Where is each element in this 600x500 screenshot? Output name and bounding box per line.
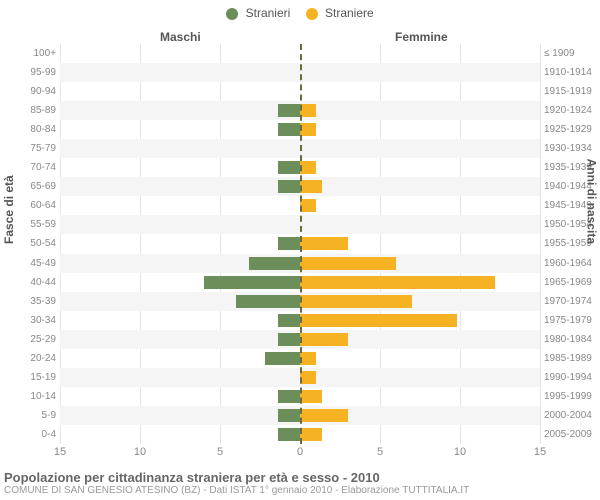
bar-female: [300, 199, 316, 212]
center-line: [300, 44, 302, 444]
bar-female: [300, 314, 457, 327]
x-tick-label: 5: [377, 446, 383, 458]
x-tick-label: 10: [454, 446, 466, 458]
bar-female: [300, 390, 322, 403]
y-label-birth: 1995-1999: [540, 387, 600, 406]
bar-male: [278, 180, 300, 193]
y-label-age: 85-89: [0, 101, 60, 120]
legend-swatch-male: [226, 8, 238, 20]
x-tick-label: 10: [134, 446, 146, 458]
bar-female: [300, 123, 316, 136]
column-header-female: Femmine: [395, 30, 448, 44]
y-label-age: 100+: [0, 44, 60, 63]
legend-label-female: Straniere: [325, 6, 374, 20]
bar-female: [300, 428, 322, 441]
y-label-birth: 1965-1969: [540, 273, 600, 292]
bar-male: [249, 257, 300, 270]
bar-female: [300, 161, 316, 174]
y-label-age: 5-9: [0, 406, 60, 425]
y-label-birth: 1925-1929: [540, 120, 600, 139]
y-label-age: 20-24: [0, 349, 60, 368]
bar-male: [265, 352, 300, 365]
bar-female: [300, 371, 316, 384]
y-label-birth: 1915-1919: [540, 82, 600, 101]
population-pyramid-chart: Stranieri Straniere Maschi Femmine 15 10 5…: [0, 0, 600, 500]
y-label-age: 45-49: [0, 254, 60, 273]
bar-female: [300, 237, 348, 250]
y-label-birth: 1975-1979: [540, 311, 600, 330]
bar-male: [204, 276, 300, 289]
y-label-age: 95-99: [0, 63, 60, 82]
legend: Stranieri Straniere: [0, 6, 600, 20]
y-label-birth: 1970-1974: [540, 292, 600, 311]
axis-title-birth: Anni di nascita: [584, 159, 598, 244]
bar-female: [300, 352, 316, 365]
column-header-male: Maschi: [160, 30, 201, 44]
y-label-birth: 1990-1994: [540, 368, 600, 387]
y-label-age: 10-14: [0, 387, 60, 406]
y-label-birth: 1960-1964: [540, 254, 600, 273]
bar-male: [278, 104, 300, 117]
bar-female: [300, 409, 348, 422]
x-tick-label: 15: [534, 446, 546, 458]
x-tick-label: 5: [217, 446, 223, 458]
bar-female: [300, 276, 495, 289]
y-label-age: 40-44: [0, 273, 60, 292]
bar-male: [278, 409, 300, 422]
bar-male: [278, 333, 300, 346]
bar-male: [278, 237, 300, 250]
bar-female: [300, 180, 322, 193]
axis-title-age: Fasce di età: [2, 175, 16, 244]
y-label-birth: 1980-1984: [540, 330, 600, 349]
y-label-birth: 1985-1989: [540, 349, 600, 368]
y-label-birth: 1910-1914: [540, 63, 600, 82]
y-label-age: 25-29: [0, 330, 60, 349]
legend-label-male: Stranieri: [246, 6, 291, 20]
y-label-birth: 1920-1924: [540, 101, 600, 120]
y-label-age: 30-34: [0, 311, 60, 330]
chart-footer: Popolazione per cittadinanza straniera p…: [4, 470, 596, 496]
legend-item-female: Straniere: [306, 6, 374, 20]
bar-female: [300, 257, 396, 270]
bar-female: [300, 295, 412, 308]
y-label-birth: 1930-1934: [540, 139, 600, 158]
chart-subtitle: COMUNE DI SAN GENESIO ATESINO (BZ) - Dat…: [4, 485, 596, 496]
y-label-birth: ≤ 1909: [540, 44, 600, 63]
y-label-age: 15-19: [0, 368, 60, 387]
bar-male: [278, 428, 300, 441]
y-label-age: 80-84: [0, 120, 60, 139]
bar-male: [278, 161, 300, 174]
bar-male: [278, 123, 300, 136]
bar-female: [300, 333, 348, 346]
bar-male: [236, 295, 300, 308]
legend-item-male: Stranieri: [226, 6, 290, 20]
legend-swatch-female: [306, 8, 318, 20]
bar-male: [278, 390, 300, 403]
bar-male: [278, 314, 300, 327]
chart-title: Popolazione per cittadinanza straniera p…: [4, 470, 596, 485]
y-label-age: 90-94: [0, 82, 60, 101]
x-tick-label: 15: [54, 446, 66, 458]
y-label-age: 0-4: [0, 425, 60, 444]
y-label-age: 75-79: [0, 139, 60, 158]
x-tick-label: 0: [297, 446, 303, 458]
y-label-birth: 2005-2009: [540, 425, 600, 444]
y-label-birth: 2000-2004: [540, 406, 600, 425]
y-label-age: 35-39: [0, 292, 60, 311]
bar-female: [300, 104, 316, 117]
